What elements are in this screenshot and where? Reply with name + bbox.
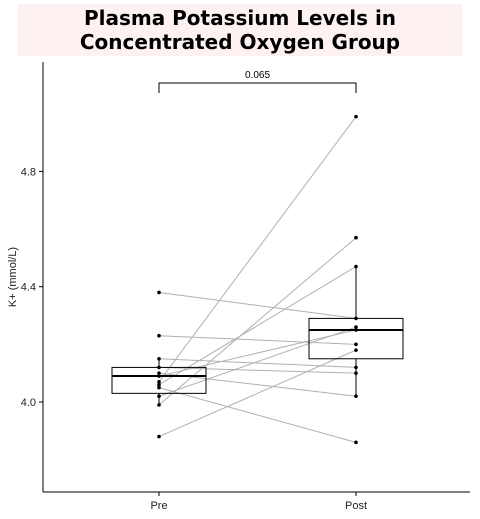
data-point bbox=[354, 264, 358, 269]
data-point bbox=[157, 333, 161, 338]
data-point bbox=[354, 328, 358, 332]
data-point bbox=[354, 325, 358, 329]
p-value-label: 0.065 bbox=[245, 70, 270, 81]
data-point bbox=[354, 342, 358, 347]
paired-line bbox=[158, 358, 357, 368]
data-point bbox=[157, 356, 161, 361]
paired-line bbox=[158, 116, 357, 383]
paired-line bbox=[158, 291, 357, 319]
data-point bbox=[157, 403, 161, 407]
paired-line bbox=[158, 366, 357, 374]
x-tick-label: Pre bbox=[150, 500, 167, 512]
data-point bbox=[354, 371, 358, 375]
x-tick-label: Post bbox=[345, 500, 367, 512]
paired-lines bbox=[158, 116, 357, 443]
data-points bbox=[157, 114, 358, 445]
paired-line bbox=[158, 266, 357, 386]
paired-line bbox=[158, 237, 357, 406]
data-point bbox=[157, 380, 161, 384]
data-point bbox=[157, 290, 161, 295]
paired-line bbox=[158, 349, 357, 438]
significance-bracket: 0.065 bbox=[158, 70, 357, 93]
chart-title: Plasma Potassium Levels in Concentrated … bbox=[18, 6, 462, 54]
data-point bbox=[157, 371, 161, 375]
data-point bbox=[157, 365, 161, 370]
box-plots bbox=[111, 266, 404, 405]
bracket-line bbox=[158, 82, 357, 93]
paired-line bbox=[158, 329, 357, 377]
data-point bbox=[354, 235, 358, 240]
paired-line bbox=[158, 387, 357, 443]
paired-line bbox=[158, 326, 357, 397]
data-point bbox=[157, 374, 161, 378]
data-point bbox=[157, 394, 161, 399]
data-point bbox=[157, 385, 161, 390]
data-point bbox=[157, 382, 161, 387]
title-line-2: Concentrated Oxygen Group bbox=[79, 30, 401, 54]
data-point bbox=[354, 365, 358, 370]
data-point bbox=[354, 316, 358, 321]
axes: 4.0 4.4 4.8 Pre Post K+ (mmol/L) bbox=[7, 62, 470, 512]
title-background bbox=[18, 4, 462, 56]
data-point bbox=[354, 394, 358, 399]
data-point bbox=[354, 348, 358, 352]
data-point bbox=[354, 114, 358, 119]
y-axis-label: K+ (mmol/L) bbox=[7, 247, 19, 307]
y-tick-label: 4.8 bbox=[21, 166, 36, 178]
y-tick-label: 4.0 bbox=[21, 397, 36, 409]
y-tick-label: 4.4 bbox=[21, 282, 36, 294]
data-point bbox=[157, 434, 161, 439]
title-line-1: Plasma Potassium Levels in bbox=[83, 6, 397, 30]
data-point bbox=[354, 440, 358, 445]
